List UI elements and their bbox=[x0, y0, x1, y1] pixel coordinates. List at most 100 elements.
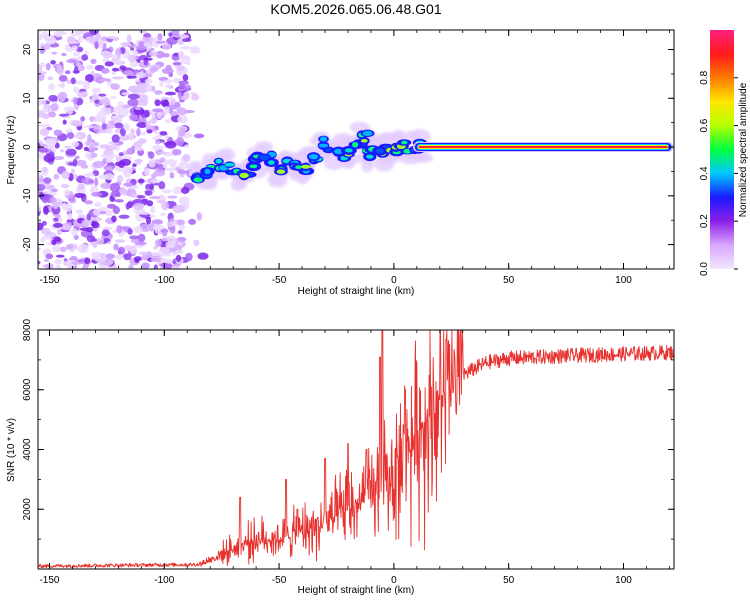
noise-blob bbox=[67, 212, 73, 221]
y-tick-label: 6000 bbox=[22, 378, 33, 401]
noise-blob bbox=[84, 200, 94, 205]
noise-blob bbox=[160, 201, 170, 211]
noise-blob bbox=[107, 259, 114, 265]
noise-blob bbox=[65, 259, 78, 267]
noise-blob bbox=[170, 163, 177, 167]
noise-blob bbox=[70, 228, 78, 236]
noise-blob bbox=[77, 35, 83, 43]
snr-frame bbox=[37, 329, 675, 570]
noise-blob bbox=[172, 205, 184, 214]
noise-blob bbox=[126, 147, 135, 155]
noise-blob bbox=[144, 190, 153, 196]
noise-blob bbox=[97, 77, 110, 82]
noise-blob bbox=[167, 221, 174, 228]
colorbar-axis: 0.0 0.2 0.4 0.6 0.8 bbox=[699, 70, 738, 276]
noise-blob bbox=[149, 182, 155, 191]
noise-blob bbox=[150, 179, 160, 184]
colorbar-tick-label: 0.4 bbox=[699, 166, 710, 180]
noise-blob bbox=[48, 151, 55, 159]
noise-blob bbox=[178, 230, 183, 234]
noise-blob bbox=[92, 242, 98, 249]
noise-blob bbox=[159, 157, 166, 164]
noise-blob bbox=[164, 118, 172, 124]
noise-blob bbox=[129, 235, 140, 240]
noise-blob bbox=[132, 49, 138, 56]
noise-blob bbox=[149, 222, 155, 232]
noise-blob bbox=[100, 252, 107, 260]
noise-blob bbox=[92, 256, 102, 261]
noise-blob bbox=[152, 224, 164, 231]
noise-blob bbox=[157, 151, 168, 155]
noise-blob bbox=[65, 148, 77, 156]
noise-blob bbox=[61, 170, 70, 180]
noise-blob bbox=[93, 118, 102, 123]
noise-blob bbox=[50, 60, 56, 65]
noise-blob bbox=[100, 67, 110, 74]
noise-blob bbox=[174, 249, 184, 254]
ridge-blob-core bbox=[276, 169, 286, 174]
noise-blob bbox=[124, 245, 137, 252]
noise-blob bbox=[137, 178, 145, 184]
noise-blob bbox=[81, 177, 94, 185]
noise-blob bbox=[83, 146, 89, 152]
noise-blob bbox=[165, 83, 173, 89]
noise-blob bbox=[63, 258, 68, 262]
noise-blob bbox=[150, 257, 162, 263]
ridge-blob-core bbox=[375, 148, 385, 154]
noise-blob bbox=[71, 120, 84, 127]
y-tick-label: 2000 bbox=[22, 498, 33, 521]
noise-blob bbox=[152, 144, 161, 151]
noise-blob bbox=[155, 40, 166, 44]
noise-blob bbox=[44, 184, 56, 191]
noise-blob bbox=[156, 200, 167, 204]
noise-blob bbox=[176, 169, 189, 174]
ridge-halo-blob bbox=[409, 129, 431, 144]
noise-blob bbox=[74, 155, 80, 160]
ridge-blob-core bbox=[318, 143, 329, 148]
noise-blob bbox=[82, 80, 90, 90]
noise-blob bbox=[161, 189, 173, 194]
noise-blob bbox=[38, 151, 45, 160]
noise-blob bbox=[54, 264, 61, 269]
x-tick-label: -100 bbox=[154, 575, 174, 586]
x-tick-label: -150 bbox=[39, 575, 59, 586]
noise-blob bbox=[56, 64, 63, 70]
noise-blob bbox=[172, 149, 182, 156]
noise-blob bbox=[45, 62, 51, 71]
noise-blob bbox=[148, 51, 158, 57]
noise-blob bbox=[60, 81, 65, 89]
noise-blob bbox=[118, 214, 130, 219]
noise-blob bbox=[58, 113, 70, 117]
ridge-region bbox=[187, 121, 674, 192]
top-y-label: Frequency (Hz) bbox=[6, 116, 17, 185]
x-tick-label: -50 bbox=[272, 575, 287, 586]
noise-blob bbox=[136, 122, 148, 128]
noise-blob bbox=[149, 118, 158, 124]
noise-blob bbox=[143, 73, 153, 78]
ridge-blob-core bbox=[362, 130, 373, 137]
noise-blob bbox=[71, 141, 80, 148]
x-tick-label: 100 bbox=[615, 275, 632, 286]
noise-blob bbox=[136, 127, 141, 137]
noise-blob bbox=[134, 106, 141, 111]
colorbar-tick-label: 0.0 bbox=[699, 262, 710, 276]
noise-blob bbox=[70, 77, 76, 85]
noise-blob bbox=[137, 117, 147, 124]
noise-blob bbox=[77, 183, 85, 190]
noise-blob bbox=[74, 134, 80, 139]
noise-blob bbox=[165, 240, 176, 249]
noise-blob bbox=[182, 74, 189, 82]
noise-blob bbox=[174, 101, 181, 108]
noise-blob bbox=[73, 51, 81, 57]
noise-blob bbox=[123, 122, 130, 132]
noise-blob bbox=[145, 183, 151, 191]
noise-blob bbox=[159, 194, 165, 201]
colorbar-tick-label: 0.6 bbox=[699, 118, 710, 132]
ridge-halo-blob bbox=[217, 147, 236, 162]
noise-blob bbox=[146, 129, 153, 134]
noise-blob bbox=[178, 223, 186, 231]
noise-blob bbox=[99, 211, 107, 215]
noise-blob bbox=[180, 55, 191, 65]
noise-blob bbox=[43, 177, 52, 184]
ridge-blob-core bbox=[352, 142, 359, 148]
